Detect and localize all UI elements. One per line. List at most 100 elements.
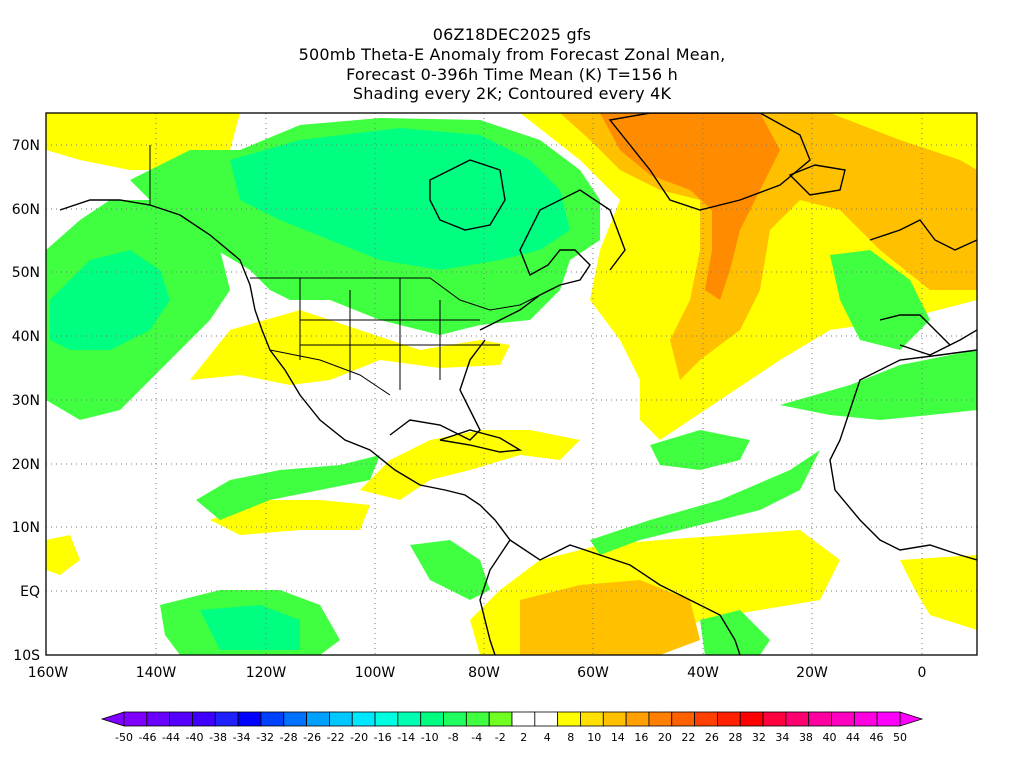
shade-orange-core [600, 113, 780, 300]
colorbar-swatch [237, 711, 262, 727]
colorbar-label: 34 [775, 731, 789, 744]
colorbar-label: 2 [520, 731, 527, 744]
colorbar-label: 28 [728, 731, 742, 744]
colorbar-swatch [648, 711, 673, 727]
colorbar-swatch [808, 711, 832, 727]
colorbar-label: -4 [471, 731, 482, 744]
lon-tick-label: 120W [246, 665, 287, 681]
colorbar-label: 16 [634, 731, 648, 744]
shade-green-canada-inner [230, 128, 570, 270]
title-line-3: Forecast 0-396h Time Mean (K) T=156 h [346, 65, 678, 84]
colorbar-label: 46 [869, 731, 883, 744]
colorbar-swatch [831, 711, 855, 727]
colorbar-label: 26 [705, 731, 719, 744]
colorbar-label: -8 [448, 731, 459, 744]
colorbar-swatch [694, 711, 718, 727]
coast-cuba [439, 429, 523, 453]
colorbar-swatch [420, 711, 444, 727]
colorbar-label: -26 [303, 731, 321, 744]
colorbar-swatch [260, 711, 285, 727]
title-line-4: Shading every 2K; Contoured every 4K [352, 84, 672, 103]
colorbar-swatch [534, 711, 559, 727]
title-line-1: 06Z18DEC2025 gfs [432, 25, 592, 44]
colorbar-label: 50 [893, 731, 907, 744]
lat-tick-label: 60N [12, 202, 40, 218]
colorbar-label: -50 [115, 731, 133, 744]
colorbar-label: 14 [611, 731, 625, 744]
coast-iceland [788, 164, 846, 196]
coast-europe [869, 219, 977, 356]
colorbar-label: 22 [681, 731, 695, 744]
title-line-2: 500mb Theta-E Anomaly from Forecast Zona… [298, 45, 726, 64]
lat-tick-label: 30N [12, 393, 40, 409]
shade-green-pacific-south-inner [200, 605, 300, 650]
colorbar-swatch [169, 711, 193, 727]
shade-green-southamerica-east [700, 610, 770, 655]
colorbar-label: -28 [280, 731, 298, 744]
colorbar-swatch [876, 711, 901, 727]
colorbar-swatch [580, 711, 604, 727]
colorbar-arrow-right [899, 711, 924, 727]
lat-ticks: 70N 60N 50N 40N 30N 20N 10N EQ 10S [12, 138, 40, 664]
colorbar-label: -2 [495, 731, 506, 744]
lon-tick-label: 100W [355, 665, 396, 681]
coast-africa [829, 349, 977, 561]
lat-tick-label: 50N [12, 265, 40, 281]
colorbar-swatch [625, 711, 650, 727]
shade-yellow-eastern-pacific [210, 500, 370, 535]
colorbar-label: -22 [327, 731, 345, 744]
colorbar-swatch [511, 711, 536, 727]
colorbar-swatch [306, 711, 330, 727]
colorbar-swatch [762, 711, 787, 727]
colorbar-swatch [374, 711, 399, 727]
border-us-states [299, 278, 500, 390]
shade-green-northpacific-inner [50, 250, 170, 350]
colorbar-swatch [329, 711, 353, 727]
shade-green-northafrica [780, 350, 977, 420]
coastlines [59, 113, 977, 655]
colorbar: -50 -46 -44 -40 -38 -34 -32 -28 -26 -22 -20 -16 -14-… [100, 711, 924, 744]
shade-green-subtropical-atlantic [590, 450, 820, 555]
colorbar-label: -32 [256, 731, 274, 744]
coast-south-america [479, 539, 741, 655]
colorbar-label: -20 [350, 731, 368, 744]
colorbar-label: -34 [233, 731, 251, 744]
coast-north-america [59, 189, 626, 541]
colorbar-swatch [397, 711, 422, 727]
colorbar-swatch [739, 711, 764, 727]
colorbar-swatch [602, 711, 627, 727]
map-frame [45, 112, 978, 656]
lat-tick-label: 20N [12, 457, 40, 473]
lon-tick-label: 140W [136, 665, 177, 681]
colorbar-swatch [465, 711, 490, 727]
colorbar-swatch [214, 711, 239, 727]
shade-yellow-pacific-south [46, 535, 80, 575]
colorbar-swatch [488, 711, 513, 727]
colorbar-swatch [717, 711, 741, 727]
colorbar-label: -16 [374, 731, 392, 744]
coast-hudson-bay [429, 159, 506, 231]
shade-green-atlantic-band [650, 430, 750, 470]
lat-tick-label: 40N [12, 329, 40, 345]
colorbar-arrow-left [100, 711, 125, 727]
lon-tick-label: 80W [468, 665, 500, 681]
colorbar-label: 20 [658, 731, 672, 744]
colorbar-swatch [192, 711, 216, 727]
colorbar-swatch [351, 711, 376, 727]
shade-orange-southamerica [520, 580, 700, 655]
shade-green-caribbean-south [410, 540, 490, 600]
political-borders [149, 145, 541, 396]
colorbar-label: -38 [209, 731, 227, 744]
colorbar-label: 38 [799, 731, 813, 744]
lon-tick-label: 40W [687, 665, 719, 681]
colorbar-swatch [671, 711, 695, 727]
lon-ticks: 160W 140W 120W 100W 80W 60W 40W 20W 0 [28, 665, 927, 681]
colorbar-label: -10 [421, 731, 439, 744]
colorbar-label: -40 [186, 731, 204, 744]
colorbar-swatch [283, 711, 307, 727]
colorbar-swatch [123, 711, 148, 727]
shade-yellow-africa-south [900, 555, 977, 630]
lat-lon-grid [46, 113, 977, 655]
lon-tick-label: 60W [577, 665, 609, 681]
